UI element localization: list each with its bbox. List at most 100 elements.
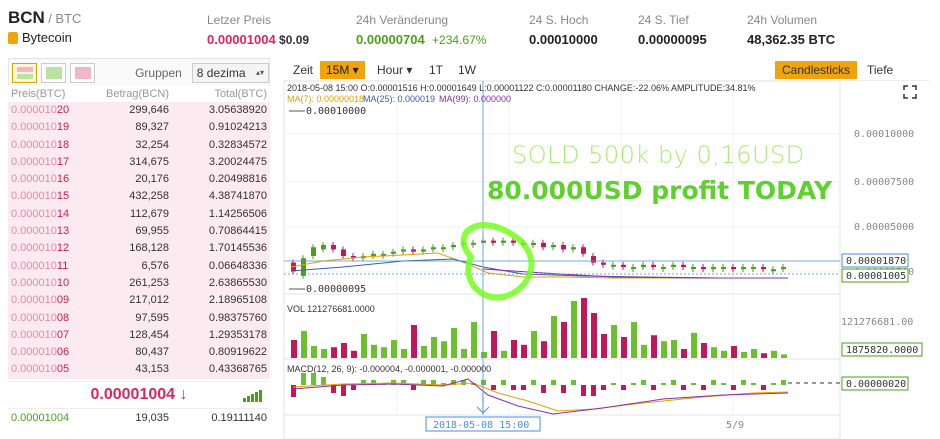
ask-price: 0.00001006 [11, 346, 70, 359]
ask-row[interactable]: 0.00001018 32,254 0.32834572 [8, 136, 270, 154]
macd-tag: 0.00000020 [846, 379, 906, 390]
low-marker: 0.00000095 [306, 284, 366, 295]
ma25-readout: MA(25): 0.000019 [363, 94, 435, 104]
candle [541, 242, 546, 248]
ask-row[interactable]: 0.00001013 69,955 0.70864415 [8, 223, 270, 241]
volume-bar [541, 341, 547, 358]
connection-signal-icon [243, 389, 262, 402]
ask-amount: 43,153 [135, 363, 169, 376]
interval-hour-button[interactable]: Hour ▾ [377, 63, 413, 77]
view-asks-button[interactable] [70, 62, 96, 83]
candle [451, 245, 456, 248]
volume-bar [531, 331, 537, 358]
ma7-readout: MA(7): 0.00000018 [287, 94, 364, 104]
macd-bar [531, 380, 536, 385]
candle [381, 253, 386, 256]
bid-row[interactable]: 0.00001004 19,035 0.19111140 [8, 409, 270, 424]
candle [591, 256, 596, 263]
volume-bar [681, 349, 687, 358]
candlestick-chart[interactable]: 2018-05-08 15:00 O:0.00001516 H:0.000016… [283, 81, 940, 439]
depth-button[interactable]: Tiefe [867, 63, 894, 77]
ask-total: 2.63865530 [208, 276, 267, 289]
volume-bar [481, 352, 487, 358]
ask-row[interactable]: 0.00001011 6,576 0.06648336 [8, 257, 270, 275]
view-both-button[interactable] [12, 62, 38, 83]
ask-amount: 6,576 [141, 259, 169, 272]
volume-bar [311, 346, 317, 358]
macd-bar [621, 385, 626, 390]
ask-amount: 168,128 [129, 242, 169, 255]
volume-bar [611, 325, 617, 358]
macd-bar [641, 380, 646, 385]
macd-bar [661, 383, 666, 385]
ask-amount: 20,176 [135, 173, 169, 186]
low-label: 24 S. Tief [638, 13, 689, 27]
coin-name[interactable]: Bytecoin [22, 30, 72, 45]
macd-bar [771, 383, 776, 385]
candle [741, 267, 746, 270]
volume-bar [601, 334, 607, 358]
ask-row[interactable]: 0.00001008 97,595 0.98375760 [8, 309, 270, 327]
volume-bar [401, 349, 407, 358]
volume-bar [581, 298, 587, 358]
candle [721, 267, 726, 269]
volume-bar [471, 322, 477, 358]
macd-line [292, 378, 789, 415]
macd-bar [321, 377, 326, 385]
macd-readout: MACD(12, 26, 9): -0.000004, -0.000001, -… [287, 364, 491, 374]
ask-row[interactable]: 0.00001014 112,679 1.14256506 [8, 205, 270, 224]
ask-row[interactable]: 0.00001020 299,646 3.05638920 [8, 102, 270, 120]
macd-bar [501, 380, 506, 385]
overlay-sold-text: SOLD 500k by 0,16USD [512, 141, 805, 169]
macd-bar [671, 380, 676, 385]
candle [661, 267, 666, 269]
macd-bar [571, 380, 576, 385]
macd-bar [341, 385, 346, 396]
interval-15m-button[interactable]: 15M ▾ [320, 61, 365, 79]
macd-bar [581, 385, 586, 396]
high-marker: 0.00010000 [306, 106, 366, 117]
view-bids-button[interactable] [41, 62, 67, 83]
volume-bar [371, 344, 377, 358]
crosshair-time: 2018-05-08 15:00 [433, 420, 529, 431]
ask-row[interactable]: 0.00001017 314,675 3.20024475 [8, 153, 270, 172]
ask-row[interactable]: 0.00001015 432,258 4.38741870 [8, 188, 270, 206]
ask-row[interactable]: 0.00001012 168,128 1.70145536 [8, 240, 270, 258]
ask-row[interactable]: 0.00001007 128,454 1.29353178 [8, 326, 270, 345]
candle [501, 240, 506, 243]
ask-row[interactable]: 0.00001010 261,253 2.63865530 [8, 274, 270, 293]
ask-row[interactable]: 0.00001019 89,327 0.91024213 [8, 119, 270, 137]
ask-row[interactable]: 0.00001006 80,437 0.80919622 [8, 344, 270, 362]
ask-row[interactable]: 0.00001005 43,153 0.43368765 [8, 361, 270, 379]
candle [561, 245, 566, 250]
macd-bar [741, 380, 746, 385]
pair-quote: / BTC [48, 11, 82, 26]
coin-label[interactable]: Bytecoin [8, 30, 72, 45]
candle [641, 264, 646, 267]
macd-bar [691, 383, 696, 385]
high-label: 24 S. Hoch [529, 13, 589, 27]
candle [531, 242, 536, 245]
interval-1w-button[interactable]: 1W [458, 63, 476, 77]
volume-bar [391, 340, 397, 358]
volume-bar [521, 344, 527, 358]
macd-bars [291, 373, 786, 397]
volume-bar [721, 350, 727, 358]
volume-bar [621, 337, 627, 358]
highlight-circle [460, 222, 535, 301]
candlesticks-button[interactable]: Candlesticks [775, 61, 858, 79]
ask-row[interactable]: 0.00001009 217,012 2.18965108 [8, 292, 270, 310]
groups-select[interactable]: 8 dezima ▴▾ [191, 62, 269, 83]
ask-total: 2.18965108 [208, 294, 267, 307]
ask-row[interactable]: 0.00001016 20,176 0.20498816 [8, 171, 270, 189]
interval-1d-button[interactable]: 1T [429, 63, 444, 77]
macd-bar [541, 385, 546, 393]
ask-price: 0.00001020 [11, 104, 70, 116]
candle [671, 264, 676, 267]
ask-price: 0.00001017 [11, 155, 70, 168]
volume-bar [411, 325, 417, 358]
ask-amount: 89,327 [135, 121, 169, 134]
pair-symbol: BCN [8, 8, 45, 27]
macd-bar [351, 385, 356, 390]
last-price-label: Letzer Preis [207, 13, 272, 27]
